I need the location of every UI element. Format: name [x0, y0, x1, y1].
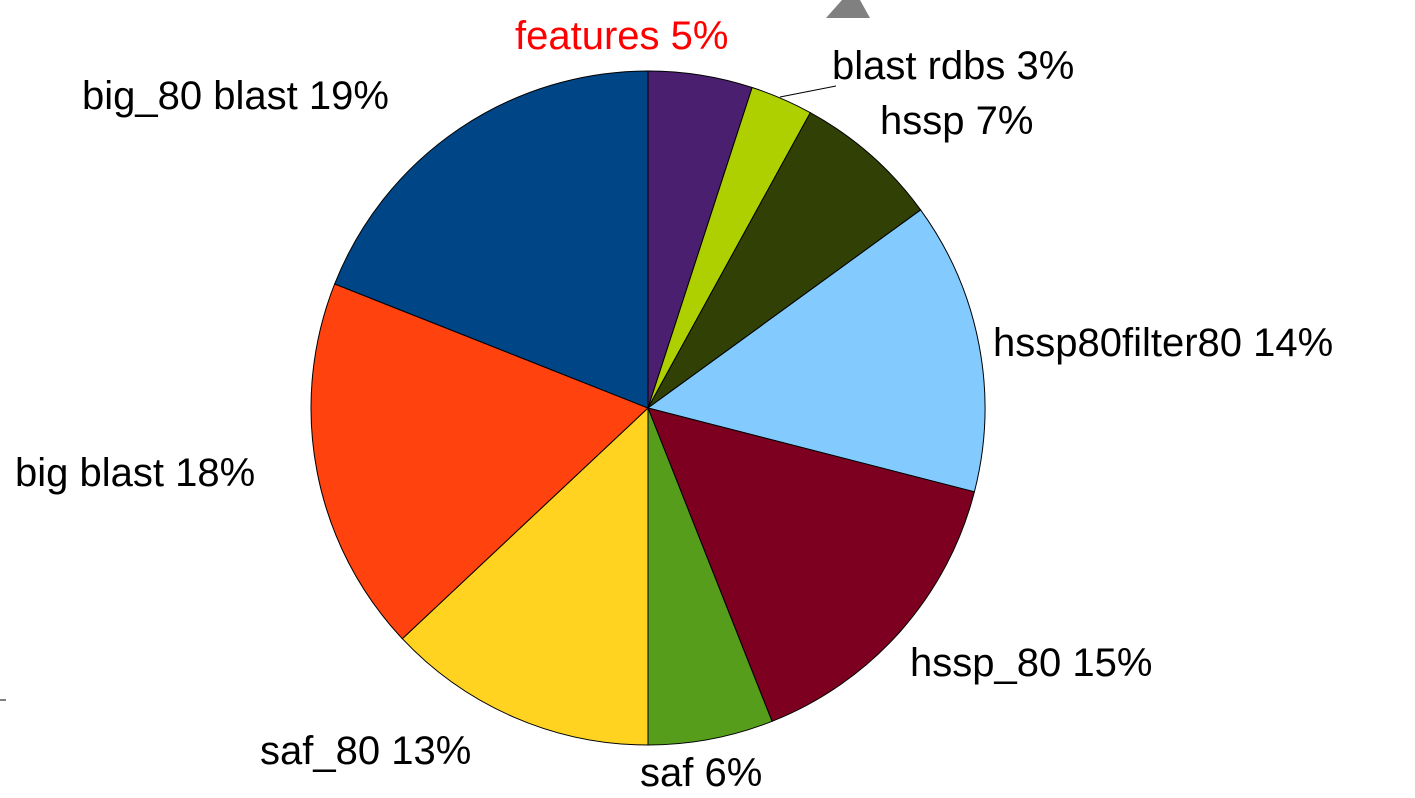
pie-slice: [401, 406, 649, 746]
slice-value: 6%: [704, 751, 762, 795]
pointer-arrow: [826, 0, 870, 18]
pie-slice: [647, 407, 976, 722]
slice-name: big blast: [15, 451, 164, 495]
slice-name: hssp_80: [910, 641, 1061, 685]
slice-name: big_80 blast: [82, 74, 298, 118]
slice-value: 7%: [976, 99, 1034, 143]
slice-label: features 5%: [515, 14, 728, 58]
slice-label: hssp_80 15%: [910, 641, 1152, 685]
slice-value: 18%: [175, 451, 255, 495]
slice-name: features: [515, 14, 660, 58]
slice-label: hssp80filter80 14%: [993, 321, 1333, 365]
slice-name: saf: [640, 751, 694, 795]
pie-slice: [646, 209, 986, 493]
slice-value: 3%: [1017, 44, 1075, 88]
slice-name: saf_80: [260, 729, 380, 773]
slice-value: 19%: [309, 74, 389, 118]
slice-label: saf 6%: [640, 751, 762, 795]
slice-label: big blast 18%: [15, 451, 255, 495]
slice-value: 15%: [1072, 641, 1152, 685]
slice-value: 5%: [671, 14, 729, 58]
slice-value: 13%: [391, 729, 471, 773]
slice-label: saf_80 13%: [260, 729, 471, 773]
slice-name: blast rdbs: [832, 44, 1005, 88]
pie-slice: [647, 407, 773, 746]
pie-slice: [647, 112, 922, 409]
slice-name: hssp: [880, 99, 965, 143]
leader-line: [779, 85, 837, 98]
pie-slice: [334, 70, 649, 409]
slice-value: 14%: [1253, 321, 1333, 365]
slice-label: big_80 blast 19%: [82, 74, 389, 118]
pie-slice: [310, 283, 649, 640]
slice-label: hssp 7%: [880, 99, 1033, 143]
slice-name: hssp80filter80: [993, 321, 1242, 365]
slice-label: blast rdbs 3%: [832, 44, 1074, 88]
